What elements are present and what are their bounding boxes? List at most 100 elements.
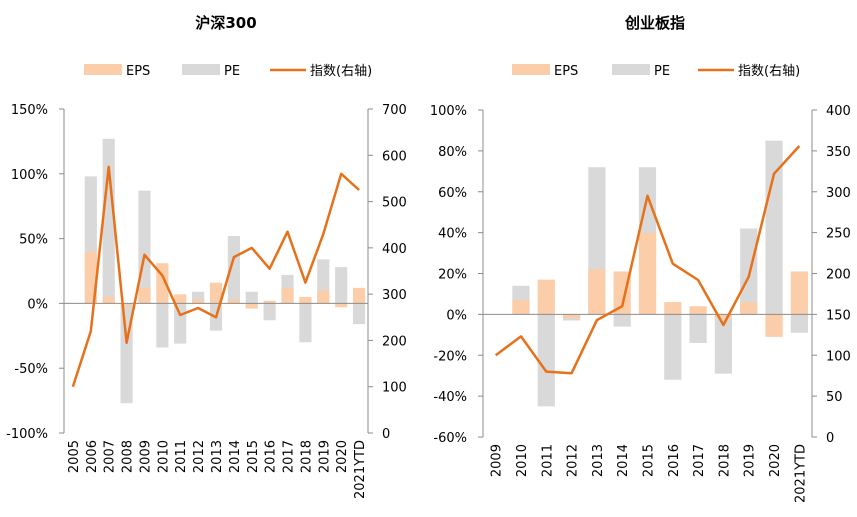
legend-label-eps: EPS [554, 64, 578, 79]
x-category-label: 2017 [282, 440, 297, 473]
bar-pe-2011 [537, 314, 555, 407]
bar-eps-2015 [638, 232, 657, 315]
x-category-label: 2020 [768, 444, 783, 477]
x-category-label: 2009 [490, 444, 505, 477]
bar-eps-2016 [664, 302, 682, 315]
x-category-label: 2011 [174, 440, 189, 473]
x-category-label: 2020 [335, 440, 350, 473]
bar-eps-2013 [209, 282, 223, 304]
y-right-tick-label: 100 [826, 349, 851, 364]
bar-eps-2020 [335, 303, 348, 308]
bar-eps-2012 [562, 314, 581, 319]
bar-eps-2015 [245, 303, 258, 309]
x-category-label: 2008 [121, 440, 136, 473]
x-category-label: 2010 [515, 444, 530, 477]
bar-eps-2013 [588, 269, 606, 315]
y-right-tick-label: 0 [382, 427, 390, 442]
x-category-label: 2006 [85, 440, 100, 473]
bar-pe-2020 [335, 267, 348, 304]
bar-eps-2011 [174, 294, 187, 304]
bar-pe-2018 [299, 303, 312, 343]
legend-label-eps: EPS [126, 64, 150, 79]
legend-label-pe: PE [224, 64, 240, 79]
bar-eps-2018 [299, 296, 312, 304]
bar-pe-2012 [192, 291, 205, 304]
y-left-tick-label: 100% [430, 104, 467, 119]
y-left-tick-label: 0% [446, 308, 467, 323]
y-left-tick-label: -20% [433, 349, 467, 364]
y-left-tick-label: 50% [19, 233, 48, 248]
chart-0: 沪深300 EPS PE 指数(右轴) -100% -50% 0% 50% 100% 150% 0 1… [6, 14, 407, 499]
y-right-tick-label: 100 [382, 381, 407, 396]
y-left-tick-label: 60% [438, 186, 467, 201]
chart-title: 沪深300 [195, 14, 256, 32]
x-category-label: 2021YTD [353, 440, 368, 499]
x-category-label: 2015 [642, 444, 657, 477]
bar-eps-2020 [765, 314, 783, 337]
bar-eps-2018 [714, 314, 733, 319]
index-line [71, 165, 360, 388]
x-category-label: 2013 [210, 440, 225, 473]
x-category-label: 2014 [616, 444, 631, 477]
bar-eps-2011 [537, 279, 555, 315]
y-left-tick-label: 40% [438, 227, 467, 242]
bar-pe-2017 [689, 314, 707, 343]
y-right-tick-label: 200 [382, 334, 407, 349]
bar-pe-2014 [613, 314, 631, 327]
x-category-label: 2019 [317, 440, 332, 473]
y-right-tick-label: 300 [826, 186, 851, 201]
y-right-tick-label: 500 [382, 196, 407, 211]
bar-eps-2019 [740, 302, 758, 315]
x-category-label: 2007 [103, 440, 118, 473]
bar-pe-2009 [138, 190, 151, 304]
y-left-tick-label: -60% [433, 431, 467, 446]
legend-swatch-pe [182, 64, 220, 75]
x-category-label: 2015 [246, 440, 261, 473]
bar-eps-2017 [689, 306, 707, 315]
legend-swatch-pe [612, 64, 650, 75]
bar-pe-2018 [714, 314, 733, 374]
bar-eps-2006 [84, 251, 97, 304]
bar-eps-2014 [227, 299, 240, 304]
x-category-label: 2016 [264, 440, 279, 473]
y-left-tick-label: 20% [438, 268, 467, 283]
y-right-tick-label: 350 [826, 145, 851, 160]
y-right-tick-label: 400 [826, 104, 851, 119]
legend-label-index: 指数(右轴) [738, 64, 800, 79]
x-category-label: 2019 [743, 444, 758, 477]
x-category-label: 2012 [192, 440, 207, 473]
bar-eps-2019 [317, 290, 330, 304]
y-left-tick-label: 0% [27, 297, 48, 312]
chart-1: 创业板指 EPS PE 指数(右轴) -60% -40% -20% 0% 20% 40% 60% 80… [430, 14, 851, 503]
legend-label-pe: PE [654, 64, 670, 79]
bar-pe-2014 [227, 236, 240, 304]
y-left-tick-label: -40% [433, 390, 467, 405]
y-left-tick-label: 100% [11, 168, 48, 183]
bar-pe-2021YTD [352, 303, 366, 325]
x-category-label: 2014 [228, 440, 243, 473]
y-left-tick-label: 80% [438, 145, 467, 160]
x-category-label: 2021YTD [793, 444, 808, 503]
bar-eps-2009 [138, 287, 151, 304]
y-right-tick-label: 50 [826, 390, 843, 405]
x-category-label: 2011 [540, 444, 555, 477]
legend-label-index: 指数(右轴) [310, 64, 372, 79]
bar-eps-2016 [263, 300, 276, 304]
bar-eps-2010 [512, 300, 530, 315]
bar-eps-2007 [102, 296, 115, 304]
y-right-tick-label: 150 [826, 308, 851, 323]
y-left-tick-label: -50% [14, 362, 48, 377]
chart-title: 创业板指 [624, 14, 685, 32]
bar-pe-2021YTD [790, 314, 808, 333]
bar-eps-2017 [281, 287, 294, 304]
y-right-tick-label: 400 [382, 242, 407, 257]
bar-pe-2007 [102, 138, 115, 304]
x-category-label: 2018 [717, 444, 732, 477]
x-category-label: 2016 [667, 444, 682, 477]
x-category-label: 2010 [156, 440, 171, 473]
x-category-label: 2009 [138, 440, 153, 473]
bar-eps-2012 [192, 299, 205, 304]
legend-swatch-eps [84, 64, 122, 75]
